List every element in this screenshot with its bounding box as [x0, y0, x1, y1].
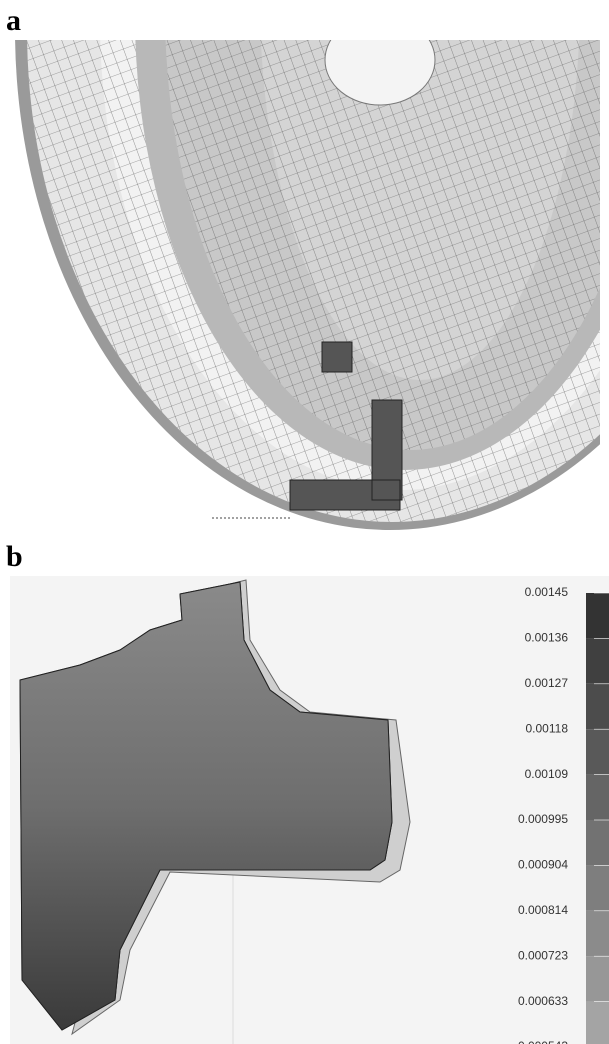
legend-label: 0.00127 [525, 676, 569, 690]
legend-label: 0.000904 [518, 858, 568, 872]
color-swatch [586, 593, 609, 638]
color-swatch [586, 865, 609, 910]
color-swatch [586, 729, 609, 774]
legend-label: 0.000995 [518, 812, 568, 826]
color-swatch [586, 1002, 609, 1044]
color-swatch [586, 820, 609, 865]
legend-label: 0.00136 [525, 631, 569, 645]
section-mesh [10, 576, 609, 1044]
legend-label: 0.000814 [518, 903, 568, 917]
color-swatch [586, 684, 609, 729]
legend-label: 0.00109 [525, 767, 569, 781]
legend-label: 0.00145 [525, 585, 569, 599]
legend-label: 0.000543 [518, 1039, 568, 1044]
panel-label: a [6, 4, 21, 37]
color-swatch [586, 638, 609, 683]
color-swatch [586, 911, 609, 956]
legend-label: 0.000633 [518, 994, 568, 1008]
wheel-mesh [10, 0, 609, 532]
color-swatch [586, 775, 609, 820]
legend-label: 0.00118 [526, 721, 569, 735]
legend-label: 0.000723 [518, 948, 568, 962]
color-swatch [586, 956, 609, 1001]
figure: a b 0.00145 0.00136 0.00127 0.00118 0.00109 0… [0, 0, 609, 1044]
panel-label: b [6, 540, 23, 573]
